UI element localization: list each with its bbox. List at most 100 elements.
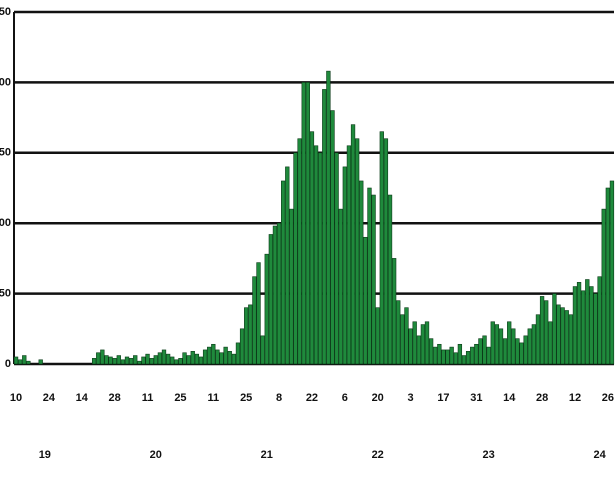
bar <box>100 349 105 365</box>
y-tick-label: 100 <box>0 217 11 229</box>
bar <box>239 328 245 365</box>
bar <box>556 304 561 365</box>
bar <box>145 353 150 365</box>
bar <box>108 356 113 365</box>
bar <box>272 225 278 365</box>
x-tick-label: 28 <box>536 392 548 404</box>
bar <box>120 359 126 365</box>
bar <box>544 300 549 365</box>
bar <box>498 328 504 365</box>
x-group-label: 20 <box>150 449 162 461</box>
y-tick-label: 0 <box>5 358 11 370</box>
bar <box>511 328 516 365</box>
x-group-label: 22 <box>372 449 384 461</box>
bar <box>379 131 384 365</box>
bar <box>285 166 290 365</box>
bar <box>182 352 187 365</box>
y-tick-label: 200 <box>0 76 11 88</box>
bar <box>445 349 450 365</box>
bar <box>161 349 167 365</box>
bar <box>437 343 442 365</box>
bar <box>174 359 179 365</box>
bar <box>244 307 249 365</box>
bar <box>387 194 393 365</box>
bar <box>609 180 615 365</box>
bar <box>330 110 335 365</box>
x-tick-label: 10 <box>10 392 22 404</box>
bar <box>391 258 397 365</box>
bar <box>552 293 557 365</box>
bar <box>305 82 310 365</box>
bar <box>104 355 109 365</box>
bar <box>133 355 138 365</box>
bar <box>453 352 458 365</box>
bar <box>502 338 508 365</box>
bar <box>289 208 294 365</box>
bar <box>589 286 594 365</box>
bar <box>342 166 347 365</box>
x-tick-label: 17 <box>437 392 449 404</box>
bar <box>478 338 483 365</box>
bar <box>420 324 426 365</box>
bar <box>576 282 582 365</box>
bar <box>585 279 590 365</box>
bar <box>318 152 323 365</box>
bar <box>215 349 220 365</box>
bar <box>248 304 253 365</box>
bar <box>597 276 602 365</box>
x-group-label: 19 <box>39 449 51 461</box>
bar <box>334 152 339 365</box>
bar <box>428 338 434 365</box>
bar <box>231 353 237 365</box>
bar <box>96 352 101 365</box>
bar <box>326 70 331 365</box>
bar <box>560 307 565 365</box>
bar <box>268 234 273 365</box>
bar <box>235 342 241 365</box>
bar <box>581 290 586 365</box>
bar <box>412 321 417 365</box>
bar <box>252 276 257 365</box>
bar <box>153 355 158 365</box>
bar <box>564 310 569 365</box>
bar <box>363 236 368 365</box>
bar <box>260 335 265 365</box>
bar <box>605 187 610 365</box>
bar <box>190 351 195 365</box>
bar <box>539 296 545 365</box>
bar <box>355 138 360 365</box>
bar <box>124 356 130 365</box>
x-tick-label: 8 <box>276 392 282 404</box>
x-tick-label: 26 <box>602 392 614 404</box>
bar <box>371 194 376 365</box>
bar <box>535 314 541 365</box>
x-tick-label: 24 <box>43 392 56 404</box>
x-tick-label: 25 <box>240 392 252 404</box>
bar <box>593 293 598 365</box>
bar <box>424 321 430 365</box>
bar <box>301 82 306 365</box>
bar <box>297 138 302 365</box>
y-tick-label: 50 <box>0 288 11 300</box>
bar <box>350 124 356 365</box>
bar <box>433 346 438 365</box>
bar <box>116 355 121 365</box>
x-tick-label: 14 <box>76 392 89 404</box>
bar <box>531 324 537 365</box>
bar <box>227 351 232 365</box>
bar <box>137 360 142 365</box>
x-tick-label: 22 <box>306 392 318 404</box>
bar <box>527 328 532 365</box>
bar <box>465 351 471 365</box>
bar <box>18 359 23 365</box>
bar <box>141 356 146 365</box>
bar <box>128 358 134 365</box>
bar <box>482 335 487 365</box>
bar <box>601 208 606 365</box>
bar <box>149 358 154 365</box>
bar <box>519 342 524 365</box>
bar <box>322 89 327 365</box>
bar <box>346 145 352 365</box>
x-tick-label: 31 <box>470 392 482 404</box>
bar <box>309 131 315 365</box>
